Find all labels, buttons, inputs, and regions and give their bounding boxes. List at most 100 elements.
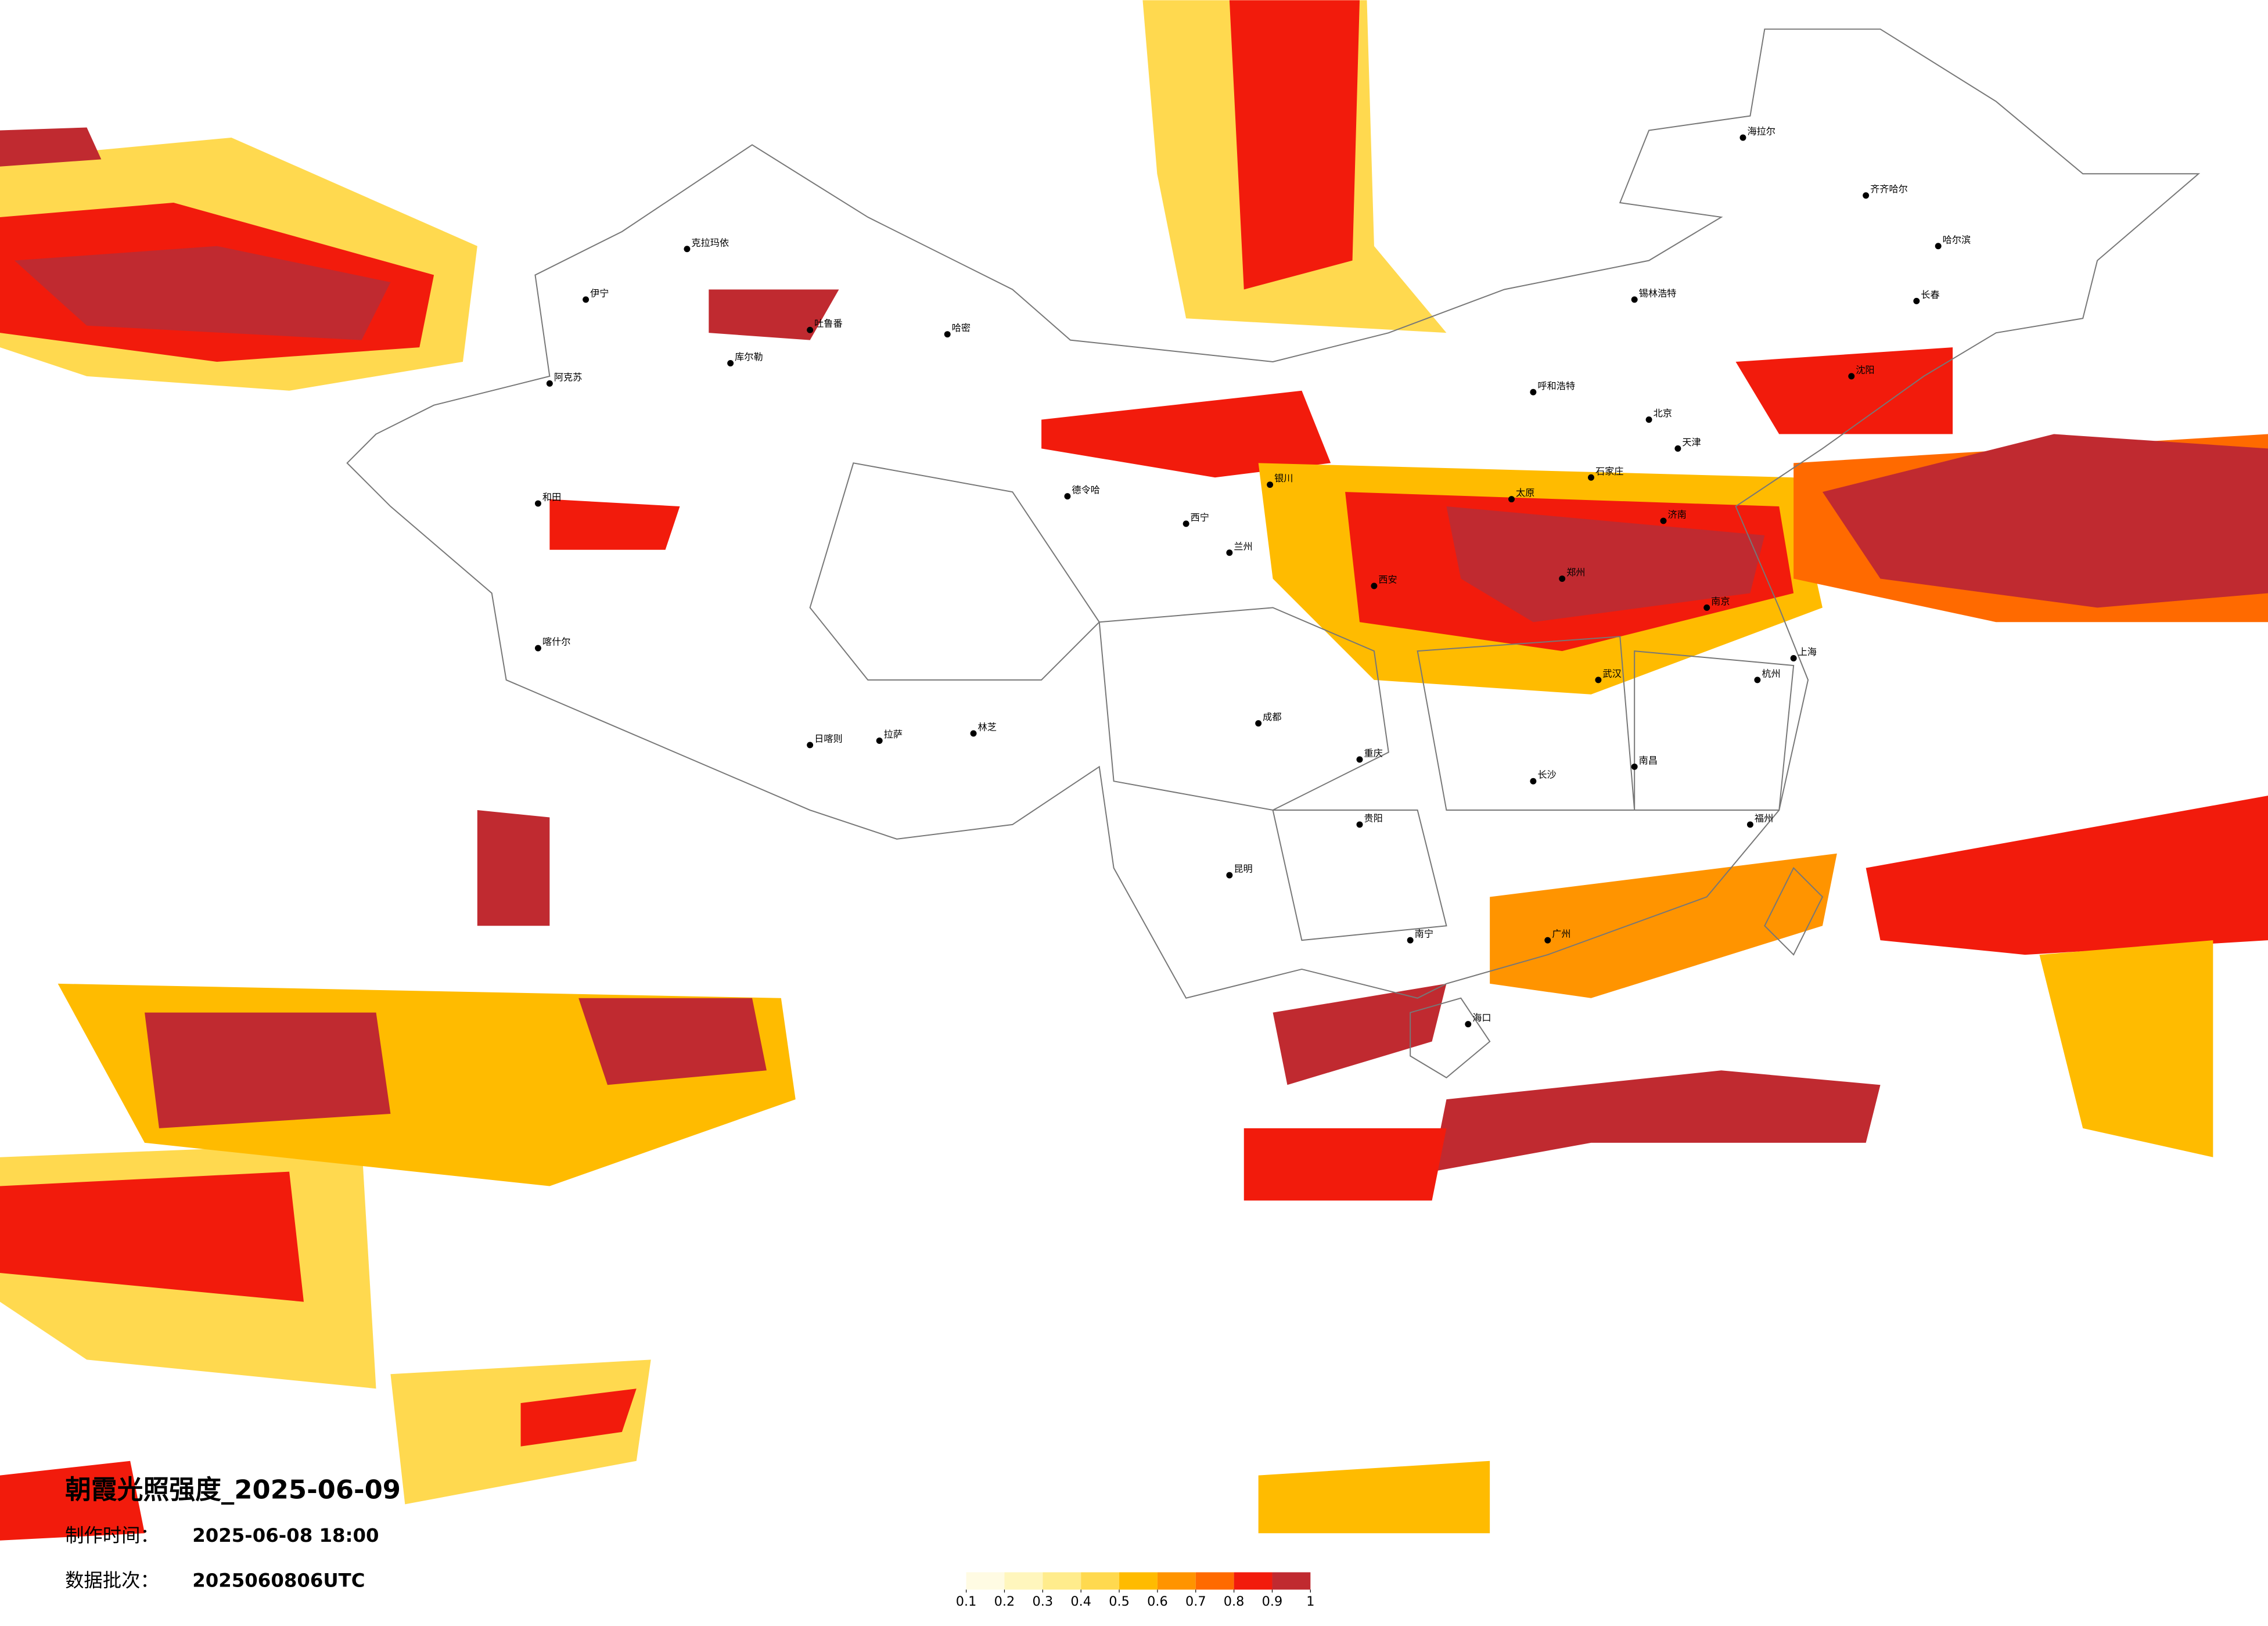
city-label: 济南 [1667,509,1686,520]
city-dot [534,500,541,507]
city-dot [1703,604,1710,611]
city-label: 哈尔滨 [1943,234,1971,245]
city-label: 上海 [1798,646,1817,657]
heat-area [1490,853,1837,998]
legend-swatch [1119,1572,1158,1590]
city-dot [1356,756,1363,763]
city-label: 西宁 [1191,512,1209,523]
city-dot [1848,373,1855,380]
city-dot [1255,720,1262,727]
city-label: 兰州 [1234,541,1252,552]
heat-field [0,0,2268,1541]
city-label: 德令哈 [1072,484,1100,495]
city-label: 贵阳 [1364,812,1382,823]
city-label: 伊宁 [590,287,609,298]
city-dot [1064,493,1071,500]
city-label: 太原 [1516,487,1534,498]
island-outline [1410,997,1491,1078]
city-label: 天津 [1682,437,1701,448]
city-label: 长沙 [1537,769,1556,780]
legend-tick-label: 0.8 [1224,1594,1245,1609]
city-label: 锡林浩特 [1639,287,1677,298]
city-dot [807,742,814,749]
heat-area [1866,796,2268,955]
city-dot [1356,821,1363,828]
city-label: 阿克苏 [554,372,583,383]
heat-area [578,998,767,1085]
city-dot [1465,1021,1472,1028]
legend-tick-label: 0.5 [1109,1594,1130,1609]
legend-tick-label: 0.1 [956,1594,977,1609]
city-dot [1913,297,1920,304]
city-label: 西安 [1378,574,1397,585]
made-time-label: 制作时间： [65,1524,159,1546]
heat-area [2039,940,2213,1157]
city-label: 海口 [1472,1012,1491,1023]
legend-swatch [1272,1572,1311,1590]
city-dot [1790,655,1797,662]
heat-area [520,1388,637,1447]
city-label: 北京 [1654,408,1672,419]
legend-swatch [1004,1572,1043,1590]
heat-area [709,289,839,340]
city-label: 吐鲁番 [814,318,843,329]
city-label: 重庆 [1364,747,1382,758]
city-dot [1863,192,1870,199]
city-dot [807,326,814,333]
city-label: 日喀则 [814,733,843,744]
country-outline [346,28,2201,999]
heat-area [0,1460,145,1541]
heat-area [1273,983,1447,1085]
city-dot [1182,520,1189,527]
city-dot [583,296,590,303]
city-dot [1371,582,1378,589]
legend-tick-label: 0.7 [1185,1594,1206,1609]
city-dot [1267,481,1274,488]
legend-tick-label: 0.9 [1262,1594,1283,1609]
legend-tick-label: 0.6 [1147,1594,1168,1609]
heat-area [1229,0,1360,290]
island-outline [1764,866,1824,956]
city-label: 福州 [1755,812,1773,823]
city-label: 武汉 [1602,668,1621,679]
city-label: 石家庄 [1595,466,1624,477]
heat-area [477,810,550,926]
heat-area [549,499,680,550]
city-dot [1935,243,1942,250]
city-label: 南宁 [1415,929,1433,940]
heat-area [1446,506,1765,623]
city-dot [1739,134,1746,141]
city-label: 郑州 [1566,567,1585,578]
city-dot [1746,821,1753,828]
heat-area [1735,347,1953,434]
city-dot [1559,575,1566,582]
city-dot [1226,872,1233,879]
legend-swatch [966,1572,1005,1590]
legend-swatch [1043,1572,1081,1590]
heat-area [1822,434,2268,608]
city-label: 杭州 [1762,668,1780,679]
heat-area [1243,1128,1447,1201]
city-dot [1530,778,1537,785]
city-dot [970,730,977,737]
city-label: 库尔勒 [735,351,763,362]
city-dot [1544,937,1551,944]
batch: 2025060806UTC [192,1569,365,1591]
city-label: 克拉玛依 [691,237,729,248]
borders [346,28,2201,1078]
city-label: 和田 [542,492,561,503]
heat-area [1432,1070,1881,1172]
heat-area [0,127,102,167]
city-dot [1508,496,1515,503]
city-label: 南京 [1711,596,1730,607]
legend-swatch [1081,1572,1120,1590]
city-dot [876,737,883,744]
city-label: 海拉尔 [1747,126,1775,137]
city-label: 广州 [1552,929,1570,940]
city-dot [1631,296,1638,303]
city-label: 哈密 [952,322,971,333]
legend-swatch [1195,1572,1234,1590]
